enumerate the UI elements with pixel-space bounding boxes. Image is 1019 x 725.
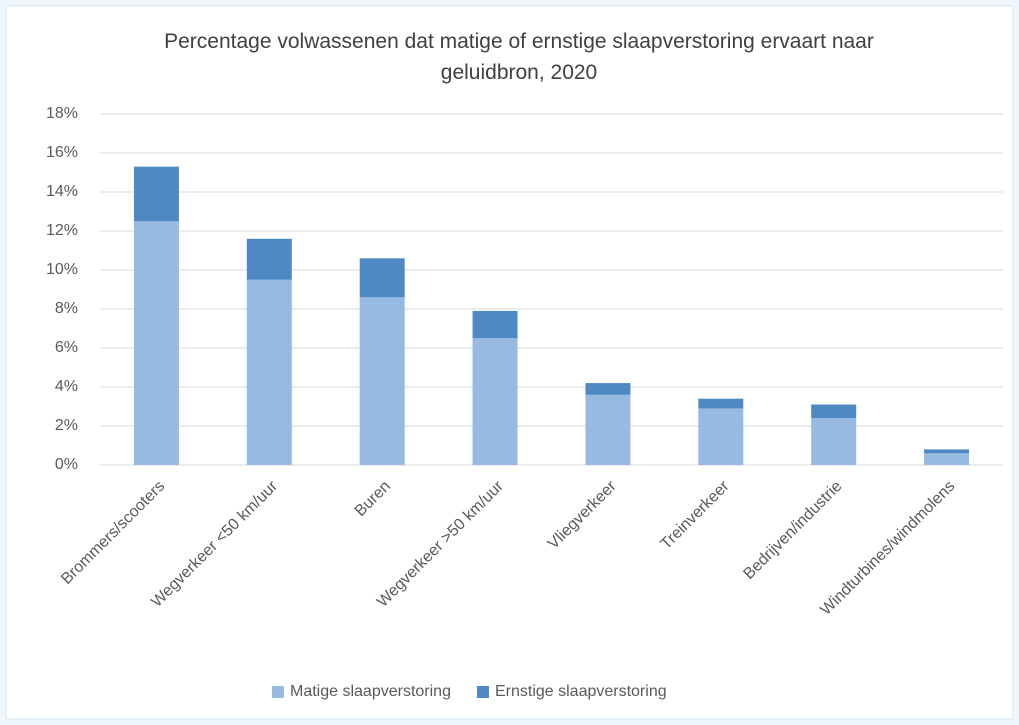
bar-segment (246, 238, 292, 280)
legend-label: Ernstige slaapverstoring (495, 683, 667, 700)
bar-segment (698, 408, 744, 465)
bar-segment (924, 453, 970, 465)
legend-swatch (272, 686, 284, 698)
y-tick-label: 14% (46, 183, 78, 200)
y-tick-label: 12% (46, 222, 78, 239)
bar-segment (924, 449, 970, 454)
bar-segment (359, 258, 405, 298)
y-tick-label: 4% (55, 378, 78, 395)
y-tick-label: 18% (46, 105, 78, 122)
bar-segment (585, 394, 631, 465)
y-tick-label: 0% (55, 456, 78, 473)
y-tick-label: 8% (55, 300, 78, 317)
bar-segment (698, 398, 744, 409)
bar-segment (811, 404, 857, 419)
chart-title: Percentage volwassenen dat matige of ern… (164, 30, 874, 84)
bar-segment (472, 338, 518, 465)
y-tick-label: 10% (46, 261, 78, 278)
bar-segment (359, 297, 405, 465)
y-tick-label: 16% (46, 144, 78, 161)
y-tick-label: 6% (55, 339, 78, 356)
bar-segment (811, 418, 857, 465)
bar-segment (472, 310, 518, 339)
bar-segment (246, 279, 292, 465)
legend-label: Matige slaapverstoring (290, 683, 451, 700)
bar-segment (133, 166, 179, 222)
bar-segment (133, 221, 179, 465)
bar-segment (585, 383, 631, 395)
y-tick-label: 2% (55, 417, 78, 434)
legend-swatch (476, 686, 489, 698)
